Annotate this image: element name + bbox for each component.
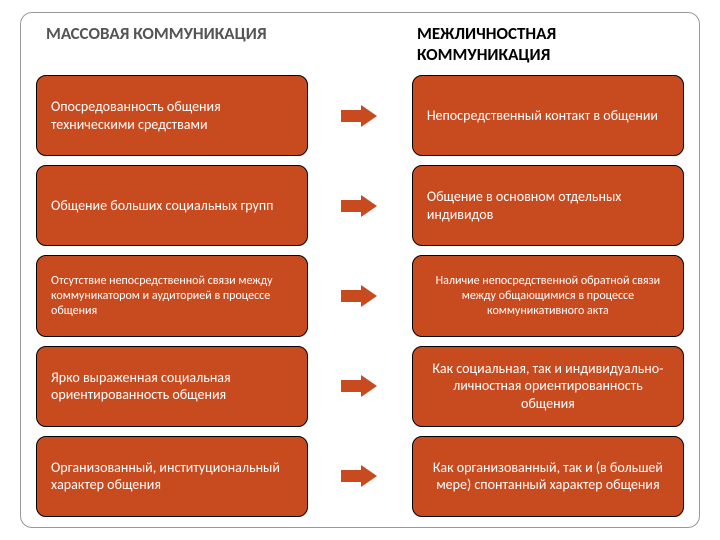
header-left: МАССОВАЯ КОММУНИКАЦИЯ xyxy=(36,23,347,65)
arrow-wrapper xyxy=(308,436,412,517)
left-box: Отсутствие непосредственной связи между … xyxy=(36,255,308,336)
right-box: Наличие непосредственной обратной связи … xyxy=(412,255,684,336)
right-box: Непосредственный контакт в общении xyxy=(412,75,684,156)
left-box: Ярко выраженная социальная ориентированн… xyxy=(36,346,308,427)
arrow-icon xyxy=(341,105,379,127)
arrow-icon xyxy=(341,285,379,307)
diagram-container: МАССОВАЯ КОММУНИКАЦИЯ МЕЖЛИЧНОСТНАЯ КОММ… xyxy=(20,12,700,528)
arrow-icon xyxy=(341,465,379,487)
right-box: Общение в основном отдельных индивидов xyxy=(412,165,684,246)
headers-row: МАССОВАЯ КОММУНИКАЦИЯ МЕЖЛИЧНОСТНАЯ КОММ… xyxy=(36,23,684,65)
comparison-row: Общение больших социальных групп Общение … xyxy=(36,165,684,246)
header-right: МЕЖЛИЧНОСТНАЯ КОММУНИКАЦИЯ xyxy=(347,23,684,65)
left-box: Опосредованность общения техническими ср… xyxy=(36,75,308,156)
right-box: Как социальная, так и индивидуально-личн… xyxy=(412,346,684,427)
comparison-row: Отсутствие непосредственной связи между … xyxy=(36,255,684,336)
left-box: Общение больших социальных групп xyxy=(36,165,308,246)
arrow-wrapper xyxy=(308,75,412,156)
comparison-row: Ярко выраженная социальная ориентированн… xyxy=(36,346,684,427)
comparison-rows: Опосредованность общения техническими ср… xyxy=(36,75,684,517)
arrow-icon xyxy=(341,195,379,217)
left-box: Организованный, институциональный характ… xyxy=(36,436,308,517)
comparison-row: Организованный, институциональный характ… xyxy=(36,436,684,517)
right-box: Как организованный, так и (в большей мер… xyxy=(412,436,684,517)
arrow-wrapper xyxy=(308,165,412,246)
arrow-icon xyxy=(341,375,379,397)
arrow-wrapper xyxy=(308,346,412,427)
arrow-wrapper xyxy=(308,255,412,336)
comparison-row: Опосредованность общения техническими ср… xyxy=(36,75,684,156)
